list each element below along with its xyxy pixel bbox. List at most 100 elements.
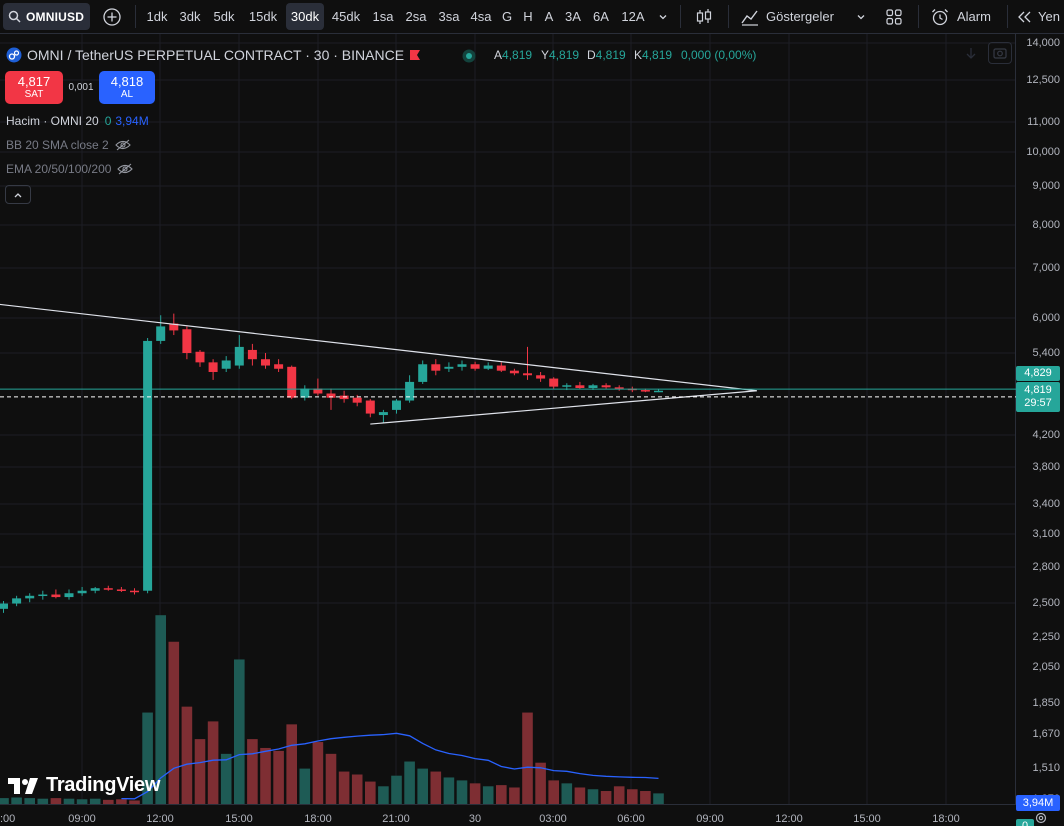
volume-bar <box>325 753 337 804</box>
compare-symbol-button[interactable] <box>99 3 125 30</box>
buy-button[interactable]: 4,818 AL <box>99 71 155 104</box>
volume-indicator-legend[interactable]: Hacim · OMNI 20 0 3,94M <box>6 114 149 128</box>
indicators-dropdown[interactable] <box>852 3 870 30</box>
volume-bar <box>456 780 468 804</box>
time-axis-label: 03:00 <box>539 813 567 825</box>
time-axis-label: 30 <box>468 813 482 825</box>
candle <box>549 377 559 389</box>
eye-hidden-icon[interactable] <box>117 163 134 175</box>
time-axis-label: 09:00 <box>68 813 96 825</box>
trendline-lower[interactable] <box>370 390 757 425</box>
market-status-icon[interactable] <box>462 49 476 63</box>
toolbar-divider <box>918 5 919 28</box>
time-axis-label: :00 <box>0 813 16 825</box>
candle-body <box>64 593 74 598</box>
candle-body <box>12 598 22 604</box>
interval-1sa[interactable]: 1sa <box>372 9 394 24</box>
triangle-drawing[interactable] <box>0 291 757 425</box>
interval-6A[interactable]: 6A <box>593 9 609 24</box>
price-axis[interactable]: 14,000 12,500 11,000 10,000 9,000 8,000 7,000 6… <box>1016 34 1064 805</box>
price-axis-label: 8,000 <box>1032 219 1060 231</box>
ema-indicator-legend[interactable]: EMA 20/50/100/200 <box>6 162 134 176</box>
tradingview-logo[interactable]: TradingView <box>8 774 160 797</box>
volume-bar <box>535 762 546 804</box>
price-axis-label: 1,670 <box>1032 728 1060 740</box>
candle-body <box>208 362 218 372</box>
volume-bar <box>587 789 599 804</box>
interval-45dk[interactable]: 45dk <box>331 9 361 24</box>
interval-4sa[interactable]: 4sa <box>470 9 492 24</box>
spread-value: 0,001 <box>68 82 94 93</box>
candle-body <box>77 590 87 594</box>
candle-body <box>0 603 8 609</box>
time-axis-label: 09:00 <box>696 813 724 825</box>
eye-hidden-icon[interactable] <box>114 139 131 151</box>
download-arrow-icon[interactable] <box>965 47 977 61</box>
chart-legend-title[interactable]: OMNI / TetherUS PERPETUAL CONTRACT · 30 … <box>6 46 421 64</box>
volume-bar <box>142 712 153 804</box>
volume-bar <box>430 771 442 804</box>
candle <box>575 381 585 390</box>
price-chart[interactable] <box>0 34 1016 804</box>
interval-H[interactable]: H <box>523 9 533 24</box>
interval-3A[interactable]: 3A <box>565 9 581 24</box>
intervals-dropdown[interactable] <box>656 3 670 30</box>
candle-body <box>182 329 192 353</box>
interval-30dk[interactable]: 30dk <box>286 3 324 30</box>
sell-button[interactable]: 4,817 SAT <box>5 71 63 104</box>
collapse-legend-button[interactable] <box>5 185 31 204</box>
high-price-tag: 4,829 <box>1016 366 1060 381</box>
candle-body <box>261 359 270 366</box>
interval-5dk[interactable]: 5dk <box>213 9 235 24</box>
volume-bar <box>365 781 376 804</box>
layouts-button[interactable] <box>880 3 908 30</box>
candle <box>221 356 231 372</box>
volume-bar <box>312 742 324 804</box>
tradingview-logo-icon <box>8 777 38 794</box>
chart-type-button[interactable] <box>690 3 718 30</box>
symbol-search[interactable]: OMNIUSD <box>3 3 90 30</box>
candle-body <box>352 397 362 403</box>
bb-indicator-legend[interactable]: BB 20 SMA close 2 <box>6 138 131 152</box>
interval-1dk[interactable]: 1dk <box>146 9 168 24</box>
candle <box>38 590 48 600</box>
exchange-flag-icon <box>410 50 421 60</box>
volume-bar <box>522 712 533 804</box>
buy-price: 4,818 <box>110 73 144 89</box>
interval-12A[interactable]: 12A <box>621 9 645 24</box>
candle <box>287 365 297 400</box>
interval-G[interactable]: G <box>501 9 513 24</box>
candles <box>0 313 663 613</box>
volume-bar <box>640 791 651 804</box>
screenshot-button[interactable] <box>988 42 1012 64</box>
plus-circle-icon <box>103 7 121 26</box>
interval-2sa[interactable]: 2sa <box>405 9 427 24</box>
candle-body <box>143 340 153 591</box>
alarm-button[interactable]: Alarm <box>928 3 1002 30</box>
candle-body <box>313 388 323 394</box>
indicators-button[interactable]: Göstergeler <box>738 3 842 30</box>
volume-bar <box>351 774 363 804</box>
volume-bar <box>37 798 49 804</box>
time-axis-label: 12:00 <box>146 813 174 825</box>
price-axis-label: 5,400 <box>1032 347 1060 359</box>
chevron-down-icon <box>659 14 667 19</box>
interval-3dk[interactable]: 3dk <box>179 9 201 24</box>
price-axis-label: 3,800 <box>1032 461 1060 473</box>
trendline-upper[interactable] <box>0 291 757 392</box>
volume-bars <box>0 615 664 804</box>
interval-A[interactable]: A <box>544 9 554 24</box>
volume-bar <box>443 777 455 804</box>
candle <box>247 343 257 366</box>
volume-indicator-value: 0 <box>104 114 112 128</box>
candle-body <box>103 588 113 590</box>
interval-15dk[interactable]: 15dk <box>248 9 278 24</box>
replay-button[interactable]: Yen <box>1015 3 1064 30</box>
time-axis[interactable] <box>0 804 1016 826</box>
volume-bar <box>482 786 494 804</box>
ohlc-high: Y4,819 <box>541 48 580 62</box>
candle-body <box>51 594 61 598</box>
settings-gear-icon[interactable] <box>1034 811 1048 825</box>
interval-3sa[interactable]: 3sa <box>438 9 460 24</box>
candle-body <box>247 349 257 360</box>
